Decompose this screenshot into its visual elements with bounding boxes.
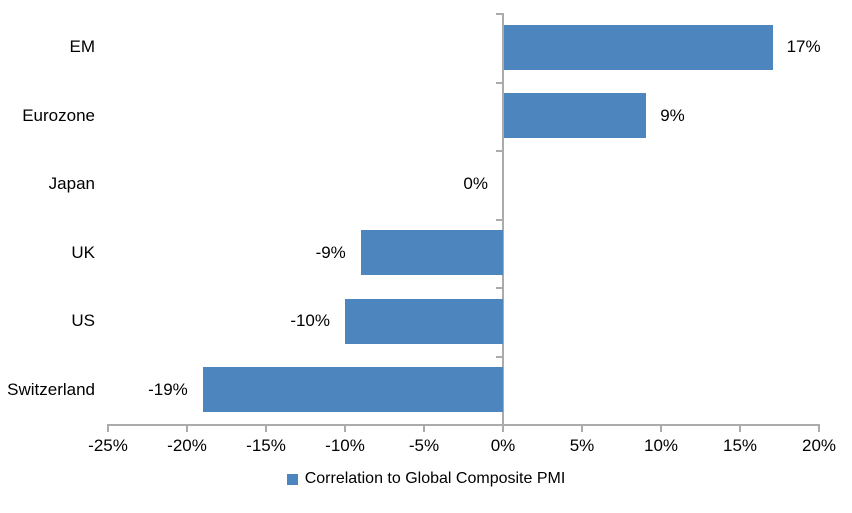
x-axis-tick-15- (739, 424, 741, 432)
x-tick-label--25-: -25% (88, 436, 128, 455)
x-tick-label-20-: 20% (801, 436, 837, 455)
category-label-eurozone: Eurozone (22, 105, 95, 125)
category-axis-line (502, 13, 504, 426)
category-axis-tick (495, 218, 502, 221)
category-axis-tick (495, 13, 502, 15)
x-axis-tick--20- (186, 424, 188, 432)
category-axis-tick (495, 81, 502, 84)
category-axis-tick (495, 355, 502, 358)
value-label-uk: -9% (315, 242, 346, 262)
x-tick-label--20-: -20% (167, 436, 207, 455)
x-tick-label-10-: 10% (643, 436, 679, 455)
category-axis-tick (495, 150, 502, 152)
value-label-us: -10% (290, 311, 330, 331)
x-tick-label-5-: 5% (569, 436, 595, 455)
legend-marker-icon (286, 473, 298, 485)
value-label-switzerland: -19% (148, 379, 188, 399)
value-label-em: 17% (786, 37, 821, 57)
bar-eurozone (504, 93, 647, 139)
x-tick-label-0-: 0% (490, 436, 516, 455)
category-label-us: US (71, 311, 95, 331)
category-label-japan: Japan (48, 174, 95, 194)
category-label-uk: UK (71, 242, 95, 262)
x-axis-tick--25- (107, 424, 109, 432)
x-tick-label--15-: -15% (246, 436, 286, 455)
category-label-em: EM (69, 37, 96, 57)
category-axis-tick (495, 424, 502, 426)
category-label-switzerland: Switzerland (7, 379, 95, 399)
x-axis-tick-20- (818, 424, 820, 432)
value-label-japan: 0% (463, 174, 488, 194)
bar-switzerland (202, 367, 503, 413)
x-tick-label-15-: 15% (722, 436, 758, 455)
x-tick-label--10-: -10% (325, 436, 365, 455)
bar-em (504, 24, 773, 70)
value-label-eurozone: 9% (660, 105, 685, 125)
value-axis-line (107, 424, 820, 426)
bar-uk (360, 230, 503, 276)
x-axis-tick--5- (423, 424, 425, 432)
x-axis-tick-10- (660, 424, 662, 432)
x-axis-tick-5- (581, 424, 583, 432)
bar-us (345, 298, 503, 344)
x-axis-tick--10- (344, 424, 346, 432)
x-axis-tick-0- (502, 424, 504, 432)
legend: Correlation to Global Composite PMI (0, 468, 852, 490)
legend-label: Correlation to Global Composite PMI (304, 470, 566, 487)
category-axis-tick (495, 287, 502, 289)
x-axis-tick--15- (265, 424, 267, 432)
x-tick-label--5-: -5% (408, 436, 440, 455)
